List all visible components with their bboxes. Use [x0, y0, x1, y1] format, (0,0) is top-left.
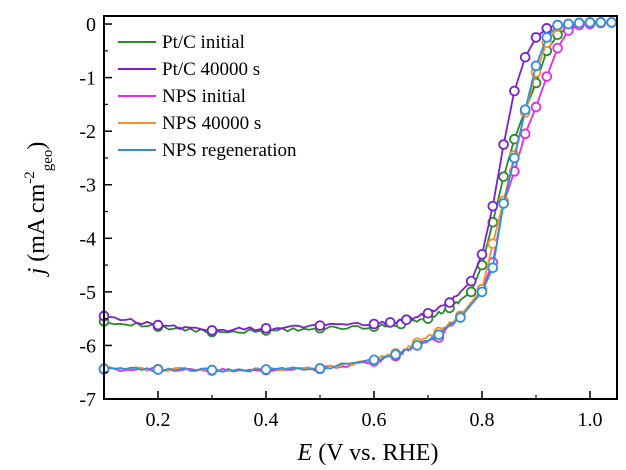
data-point [509, 152, 520, 164]
data-point [498, 198, 509, 209]
series-layer [98, 17, 617, 376]
x-axis-symbol: E [297, 440, 313, 466]
x-axis-title: E (V vs. RHE) [297, 440, 439, 466]
y-axis-close: ) [24, 142, 50, 150]
plot-frame [103, 15, 618, 400]
data-point [476, 249, 488, 260]
data-point [455, 312, 466, 323]
data-point [509, 85, 520, 97]
data-point [260, 322, 272, 334]
y-axis-unit: (mA cm [24, 183, 50, 267]
data-point [530, 101, 542, 113]
data-point [401, 314, 412, 326]
data-point [541, 32, 553, 43]
data-point [584, 17, 596, 28]
data-point [411, 340, 423, 351]
data-point [563, 18, 574, 30]
legend: Pt/C initial Pt/C 40000 s NPS initial NPS 4… [118, 32, 297, 161]
legend-label: NPS regeneration [162, 140, 297, 161]
data-point [519, 51, 531, 63]
x-tick-label: 0.2 [146, 409, 171, 431]
data-point [595, 17, 607, 28]
y-axis-sup: -2 [22, 171, 38, 184]
series-4 [98, 17, 617, 376]
data-point [444, 297, 455, 308]
data-point [541, 23, 553, 34]
data-point [498, 171, 509, 182]
data-point [260, 364, 272, 375]
data-point [152, 319, 164, 331]
data-point [552, 19, 563, 31]
x-axis-unit: (V vs. RHE) [312, 440, 438, 466]
data-point [465, 275, 477, 287]
data-point [384, 317, 396, 328]
data-point [465, 286, 477, 298]
y-tick-label: -4 [79, 228, 96, 250]
data-point [152, 364, 164, 375]
data-point [206, 325, 218, 336]
data-point [519, 104, 531, 116]
data-point [314, 363, 326, 374]
data-point [498, 139, 509, 150]
data-point [530, 60, 542, 72]
data-point [519, 128, 531, 140]
data-point [368, 354, 380, 366]
y-tick-label: -2 [79, 121, 96, 143]
tick-layer: 0.2 0.4 0.6 0.8 1.0 0 -1 -2 -3 -4 -5 -6 -7 [79, 14, 602, 431]
y-axis-title: j (mA cm-2geo) [22, 142, 56, 278]
y-tick-label: 0 [86, 14, 96, 36]
x-tick-label: 0.8 [470, 409, 495, 431]
data-point [573, 17, 585, 29]
y-tick-label: -5 [79, 282, 96, 304]
y-axis-sub: geo [40, 150, 56, 172]
y-tick-label: -3 [79, 175, 96, 197]
data-point [541, 71, 553, 82]
y-tick-label: -1 [79, 68, 96, 90]
y-tick-label: -6 [79, 335, 96, 357]
data-point [476, 286, 488, 298]
y-tick-label: -7 [79, 389, 96, 411]
data-point [487, 200, 499, 212]
data-point [314, 320, 326, 331]
data-point [422, 307, 434, 319]
y-axis-symbol: j [24, 267, 50, 277]
x-tick-label: 1.0 [578, 409, 603, 431]
data-point [487, 262, 499, 274]
legend-label: Pt/C initial [162, 32, 245, 53]
data-point [552, 42, 563, 54]
data-point [433, 329, 445, 341]
data-point [606, 17, 617, 28]
legend-label: NPS initial [162, 86, 246, 107]
x-tick-label: 0.4 [254, 409, 279, 431]
data-point [368, 318, 380, 330]
legend-label: Pt/C 40000 s [162, 59, 260, 80]
x-tick-label: 0.6 [362, 409, 387, 431]
legend-label: NPS 40000 s [162, 113, 261, 134]
data-point [390, 349, 401, 360]
data-point [530, 32, 542, 43]
data-point [206, 364, 218, 376]
